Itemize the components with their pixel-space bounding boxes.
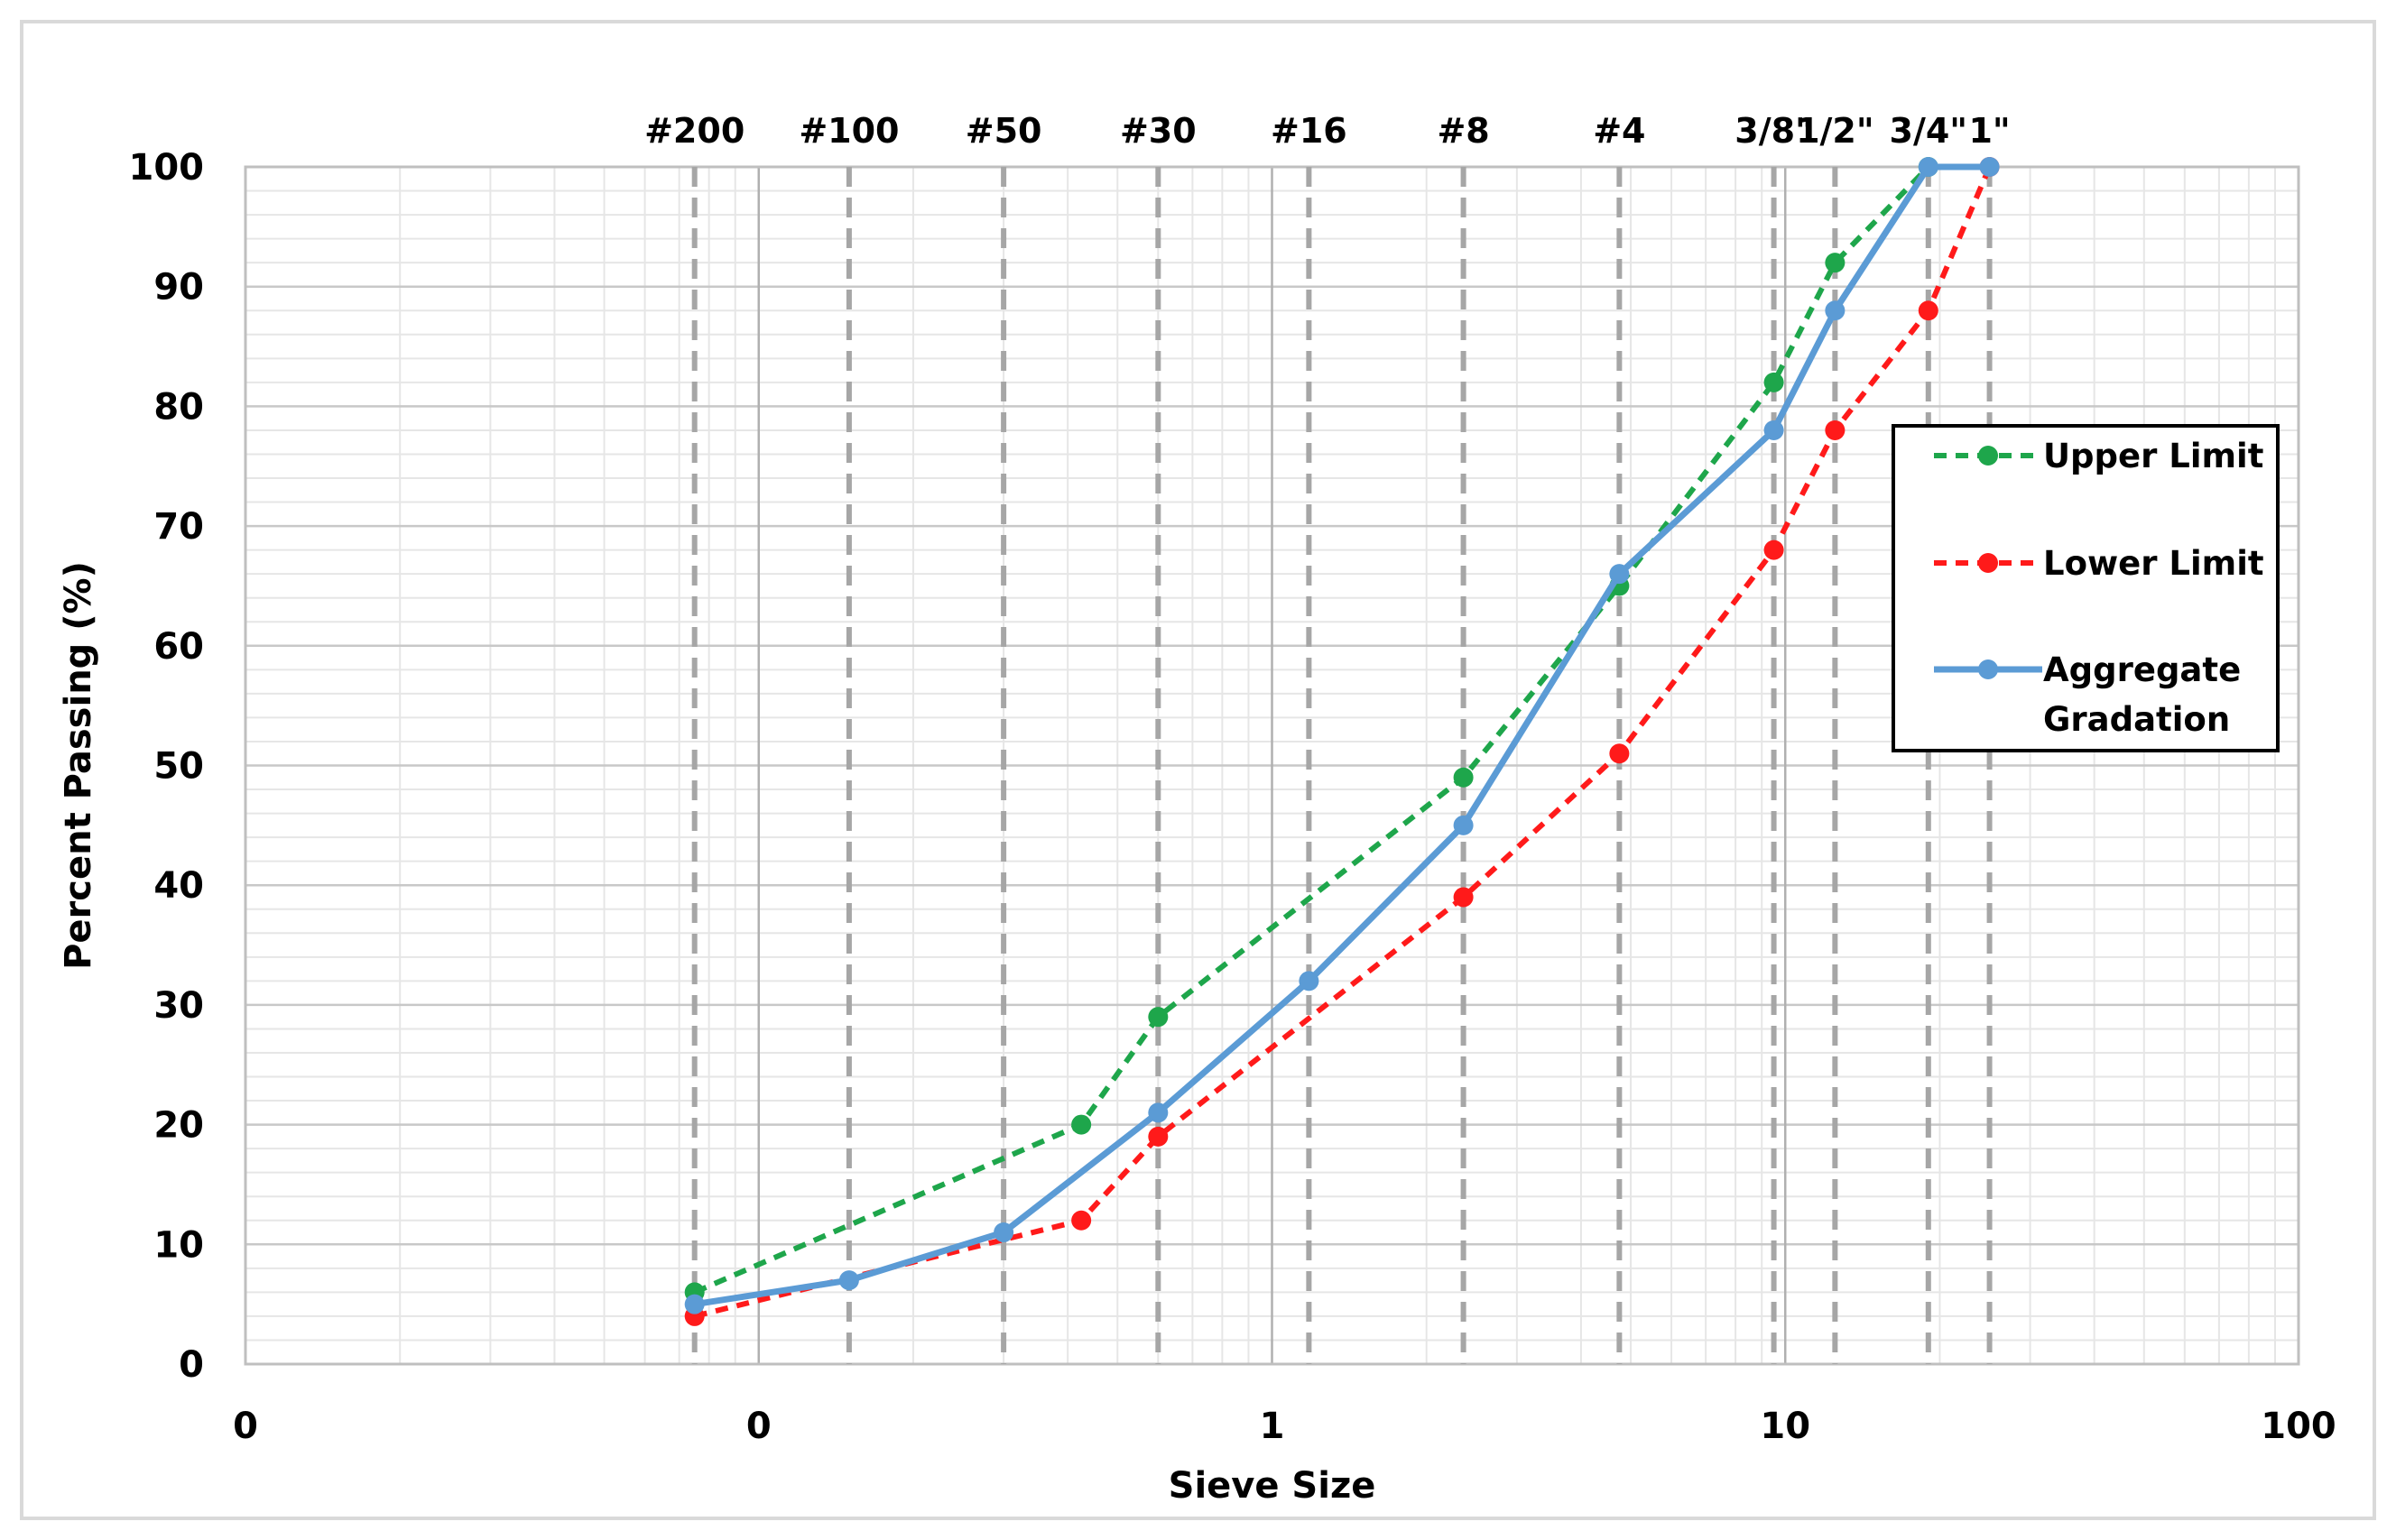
series-line bbox=[694, 163, 1990, 1308]
data-point bbox=[1763, 372, 1784, 392]
sieve-label: 3/8" bbox=[1735, 111, 1813, 151]
data-point bbox=[1825, 300, 1846, 321]
y-axis-title: Percent Passing (%) bbox=[58, 561, 99, 970]
sieve-label: 3/4" bbox=[1890, 111, 1968, 151]
data-point bbox=[1453, 767, 1474, 788]
y-tick-label: 0 bbox=[179, 1344, 204, 1386]
y-tick-label: 40 bbox=[153, 865, 204, 907]
y-tick-label: 10 bbox=[153, 1224, 204, 1266]
legend-marker bbox=[1978, 553, 1998, 573]
data-point bbox=[1148, 1102, 1169, 1123]
y-tick-label: 60 bbox=[153, 626, 204, 668]
y-tick-label: 100 bbox=[129, 147, 205, 189]
chart-frame bbox=[20, 20, 2376, 1520]
data-point bbox=[1071, 1210, 1092, 1231]
sieve-label: 1" bbox=[1968, 111, 2010, 151]
legend: Upper Limit Lower Limit Aggregate Gradation bbox=[1892, 424, 2280, 752]
sieve-label: #100 bbox=[799, 111, 899, 151]
data-point bbox=[684, 1294, 705, 1314]
data-series bbox=[684, 157, 2000, 1326]
sieve-label: #200 bbox=[644, 111, 745, 151]
data-point bbox=[1825, 420, 1846, 440]
data-point bbox=[1763, 420, 1784, 440]
data-point bbox=[1918, 300, 1938, 321]
data-point bbox=[1979, 157, 2000, 177]
sieve-label: #50 bbox=[966, 111, 1042, 151]
sieve-label: #4 bbox=[1593, 111, 1645, 151]
sieve-label: #30 bbox=[1120, 111, 1197, 151]
series-line bbox=[693, 164, 1930, 1296]
legend-label: Upper Limit bbox=[2043, 437, 2263, 475]
data-point bbox=[838, 1270, 859, 1291]
data-point bbox=[1609, 743, 1630, 764]
y-tick-label: 30 bbox=[153, 985, 204, 1027]
data-point bbox=[1148, 1007, 1169, 1028]
y-tick-label: 50 bbox=[153, 746, 204, 788]
legend-label: Gradation bbox=[2043, 700, 2230, 739]
data-point bbox=[1299, 971, 1319, 991]
data-point bbox=[1453, 887, 1474, 908]
sieve-label: #16 bbox=[1271, 111, 1347, 151]
legend-box bbox=[1892, 424, 2280, 752]
x-tick-label: 10 bbox=[1760, 1406, 1810, 1447]
data-point bbox=[1148, 1126, 1169, 1147]
data-point bbox=[1825, 253, 1846, 273]
data-point bbox=[1609, 564, 1630, 585]
plot-area-border bbox=[244, 165, 2300, 1366]
y-tick-label: 90 bbox=[153, 267, 204, 309]
x-tick-label: 1 bbox=[1260, 1406, 1285, 1447]
x-tick-label: 0 bbox=[233, 1406, 258, 1447]
data-point bbox=[1763, 539, 1784, 560]
x-axis-tick-labels: 0 0 1 10 100 bbox=[233, 1406, 2336, 1447]
y-tick-label: 80 bbox=[153, 386, 204, 428]
x-tick-label: 0 bbox=[746, 1406, 772, 1447]
sieve-reference-lines bbox=[691, 167, 1993, 1364]
legend-label: Lower Limit bbox=[2043, 544, 2264, 583]
legend-label: Aggregate bbox=[2043, 650, 2241, 689]
data-point bbox=[1071, 1114, 1092, 1135]
data-point bbox=[1918, 157, 1938, 177]
sieve-label: #8 bbox=[1437, 111, 1489, 151]
y-tick-label: 70 bbox=[153, 506, 204, 548]
sieve-label: 1/2" bbox=[1796, 111, 1874, 151]
legend-marker bbox=[1978, 446, 1998, 466]
data-point bbox=[994, 1222, 1014, 1243]
y-tick-label: 20 bbox=[153, 1105, 204, 1147]
sieve-labels: #200 #100 #50 #30 #16 #8 #4 3/8"1/2" 3/4" 1" bbox=[644, 111, 2011, 151]
legend-marker bbox=[1978, 659, 1998, 679]
series-aggregate-gradation bbox=[684, 157, 2000, 1314]
y-axis-tick-labels: 0 10 20 30 40 50 60 70 80 90 100 bbox=[129, 147, 205, 1386]
data-point bbox=[1453, 815, 1474, 835]
x-tick-label: 100 bbox=[2261, 1406, 2336, 1447]
x-axis-title: Sieve Size bbox=[1169, 1465, 1376, 1507]
